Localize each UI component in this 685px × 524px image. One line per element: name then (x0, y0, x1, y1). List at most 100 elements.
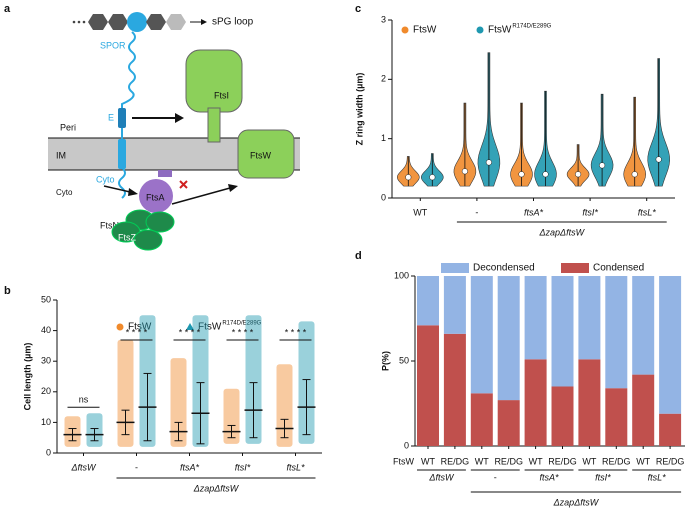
x-tick-label: RE/DG (441, 456, 470, 466)
bar-segment (578, 359, 601, 446)
range (276, 364, 293, 447)
dot (72, 20, 76, 24)
x-tick-label: WT (582, 456, 596, 466)
x-tick-label: RE/DG (548, 456, 577, 466)
dot (77, 20, 81, 24)
label: Cyto (96, 174, 115, 184)
x-tick-label: ftsI* (582, 207, 598, 217)
annotation: ns (79, 395, 89, 405)
dot (82, 20, 86, 24)
x-tick-label: WT (421, 456, 435, 466)
ftsz (133, 229, 163, 251)
label: Peri (60, 122, 76, 132)
bar-segment (497, 276, 520, 401)
ftsi-stem (207, 107, 221, 143)
legend-label: Decondensed (473, 263, 535, 274)
median (575, 171, 582, 178)
label: E (108, 112, 114, 122)
median (542, 171, 549, 178)
arrow (103, 185, 131, 193)
bar-segment (659, 413, 682, 446)
label: FtsA (146, 192, 165, 202)
spor-domain (127, 12, 147, 32)
legend-label: R174D/E289G (222, 321, 261, 327)
median (631, 171, 638, 178)
legend-label: R174D/E289G (512, 24, 551, 30)
label: FtsW (250, 150, 271, 160)
x-tick-label: WT (636, 456, 650, 466)
ftsa-shape (139, 179, 173, 213)
x-tick-label: RE/DG (602, 456, 631, 466)
y-tick-label: 50 (41, 294, 51, 304)
label: FtsI (214, 90, 229, 100)
label: IM (56, 150, 66, 160)
range (223, 388, 240, 444)
range (117, 339, 134, 447)
x-tick-label: ΔftsW (70, 462, 97, 472)
y-tick-label: 20 (41, 386, 51, 396)
bar-segment (443, 333, 466, 446)
bar-segment (551, 386, 574, 446)
glycan (88, 14, 108, 30)
supergroup-label: ΔzapΔftsW (193, 483, 240, 493)
inhibition-mark (179, 180, 188, 189)
bar-segment (443, 276, 466, 334)
label: Cyto (56, 188, 73, 197)
y-tick-label: 3 (381, 14, 386, 24)
legend-swatch (441, 263, 469, 273)
y-tick-label: 10 (41, 417, 51, 427)
arrowhead (128, 188, 138, 196)
glycan (108, 14, 128, 30)
panel-label: c (355, 3, 361, 15)
legend-label: FtsW (488, 25, 512, 36)
ftsi-shape (185, 49, 243, 113)
arrowhead (175, 113, 184, 123)
ftsw-shape (237, 129, 295, 179)
x-tick-label: - (475, 207, 478, 217)
bar-segment (417, 325, 439, 446)
x-tick-label: ftsA* (524, 207, 544, 217)
range (170, 358, 187, 447)
x-tick-label: ftsL* (638, 207, 657, 217)
y-tick-label: 40 (41, 325, 51, 335)
bar-segment (632, 374, 655, 446)
bar-segment (497, 400, 520, 446)
bar-segment (551, 276, 574, 387)
x-tick-label: WT (475, 456, 489, 466)
arrowhead (228, 184, 238, 192)
group-label: ΔftsW (428, 472, 455, 482)
legend-label: FtsW (413, 25, 437, 36)
median (461, 168, 468, 175)
group-label: ftsL* (648, 472, 667, 482)
bar-segment (524, 276, 547, 360)
ftsn-chain (118, 31, 136, 199)
x-tick-label: ftsL* (286, 462, 305, 472)
range (192, 315, 209, 447)
annotation: * * * * (285, 327, 307, 337)
annotation: * * * * (126, 327, 148, 337)
legend-marker (476, 26, 484, 34)
bar-segment (578, 276, 601, 360)
bar-segment (605, 388, 628, 446)
tm-helix (118, 139, 126, 169)
legend-label: Condensed (593, 263, 644, 274)
bar-segment (659, 276, 682, 414)
legend-label: FtsW (128, 322, 152, 333)
bar-segment (470, 276, 493, 394)
group-label: ftsA* (540, 472, 560, 482)
bar-segment (470, 393, 493, 446)
median (429, 174, 436, 181)
x-tick-label: WT (413, 207, 427, 217)
y-axis-label: Cell length (µm) (22, 343, 32, 411)
legend-label: FtsW (198, 322, 222, 333)
median (485, 159, 492, 166)
y-tick-label: 0 (381, 192, 386, 202)
y-tick-label: 2 (381, 74, 386, 84)
x-tick-label: - (135, 462, 138, 472)
y-tick-label: 100 (394, 270, 409, 280)
bar-segment (605, 276, 628, 389)
y-tick-label: 50 (399, 355, 409, 365)
y-axis-label: Z ring width (µm) (354, 73, 364, 146)
